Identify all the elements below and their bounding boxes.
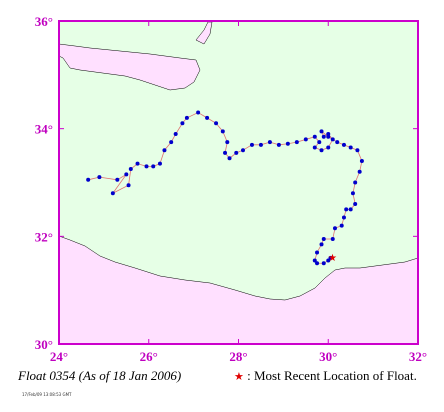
float-position-dot xyxy=(173,132,178,137)
float-position-dot xyxy=(234,150,239,155)
float-position-dot xyxy=(126,183,131,188)
float-position-dot xyxy=(321,261,326,266)
float-position-dot xyxy=(124,172,129,177)
float-position-dot xyxy=(330,137,335,142)
float-positions xyxy=(86,110,364,266)
float-position-dot xyxy=(303,137,308,142)
y-tick-label: 34° xyxy=(35,122,53,137)
x-tick-label: 24° xyxy=(50,349,68,364)
y-tick-label: 36° xyxy=(35,14,53,29)
float-position-dot xyxy=(326,258,331,263)
float-position-dot xyxy=(355,148,360,153)
float-position-dot xyxy=(214,121,219,126)
float-position-dot xyxy=(151,164,156,169)
float-position-dot xyxy=(249,142,254,147)
land-crete xyxy=(58,43,201,91)
float-position-dot xyxy=(312,145,317,150)
fine-print: 17/Feb/09 13:08:53 GMT xyxy=(22,392,72,397)
float-position-dot xyxy=(339,223,344,228)
float-position-dot xyxy=(319,129,324,134)
float-title: Float 0354 (As of 18 Jan 2006) xyxy=(18,368,182,383)
float-position-dot xyxy=(223,150,228,155)
float-position-dot xyxy=(180,121,185,126)
float-position-dot xyxy=(196,110,201,115)
float-position-dot xyxy=(357,169,362,174)
float-position-dot xyxy=(326,134,331,139)
float-position-dot xyxy=(276,142,281,147)
legend: ★ : Most Recent Location of Float. xyxy=(234,368,417,384)
float-position-dot xyxy=(315,250,320,255)
float-position-dot xyxy=(321,237,326,242)
float-position-dot xyxy=(344,207,349,212)
float-position-dot xyxy=(135,161,140,166)
float-position-dot xyxy=(335,140,340,145)
float-position-dot xyxy=(321,134,326,139)
float-position-dot xyxy=(184,115,189,120)
x-tick-label: 28° xyxy=(229,349,247,364)
y-tick-label: 32° xyxy=(35,229,53,244)
x-tick-label: 30° xyxy=(319,349,337,364)
float-position-dot xyxy=(353,180,358,185)
float-position-dot xyxy=(326,145,331,150)
land-africa-coast xyxy=(58,235,419,345)
axis-tick-labels: 24° 26° 28° 30° 32° 30° 32° 34° 36° xyxy=(35,14,427,364)
float-position-dot xyxy=(110,191,115,196)
float-position-dot xyxy=(319,242,324,247)
float-position-dot xyxy=(350,191,355,196)
float-position-dot xyxy=(332,226,337,231)
float-position-dot xyxy=(312,134,317,139)
float-position-dot xyxy=(97,175,102,180)
float-position-dot xyxy=(144,164,149,169)
float-position-dot xyxy=(285,141,290,146)
float-position-dot xyxy=(169,140,174,145)
legend-text: : Most Recent Location of Float. xyxy=(247,368,417,383)
float-position-dot xyxy=(328,255,333,260)
float-position-dot xyxy=(225,140,230,145)
float-position-dot xyxy=(267,140,272,145)
float-position-dot xyxy=(227,156,232,161)
float-position-dot xyxy=(353,202,358,207)
legend-star-icon: ★ xyxy=(234,371,244,383)
float-position-dot xyxy=(330,237,335,242)
map-frame xyxy=(58,20,419,345)
x-tick-label: 26° xyxy=(140,349,158,364)
float-position-dot xyxy=(86,177,91,182)
float-position-dot xyxy=(315,261,320,266)
float-position-dot xyxy=(205,115,210,120)
float-position-dot xyxy=(317,140,322,145)
float-position-dot xyxy=(359,158,364,163)
float-position-dot xyxy=(348,145,353,150)
most-recent-location-star: ★ xyxy=(328,253,337,264)
float-position-dot xyxy=(162,148,167,153)
float-position-dot xyxy=(157,161,162,166)
float-position-dot xyxy=(220,129,225,134)
float-position-dot xyxy=(240,148,245,153)
x-tick-label: 32° xyxy=(409,349,427,364)
float-position-dot xyxy=(294,140,299,145)
float-position-dot xyxy=(348,207,353,212)
float-position-dot xyxy=(128,167,133,172)
y-tick-label: 30° xyxy=(35,337,53,352)
float-position-dot xyxy=(115,177,120,182)
float-position-dot xyxy=(319,148,324,153)
float-position-dot xyxy=(341,142,346,147)
float-position-dot xyxy=(341,215,346,220)
float-position-dot xyxy=(312,258,317,263)
float-position-dot xyxy=(258,142,263,147)
